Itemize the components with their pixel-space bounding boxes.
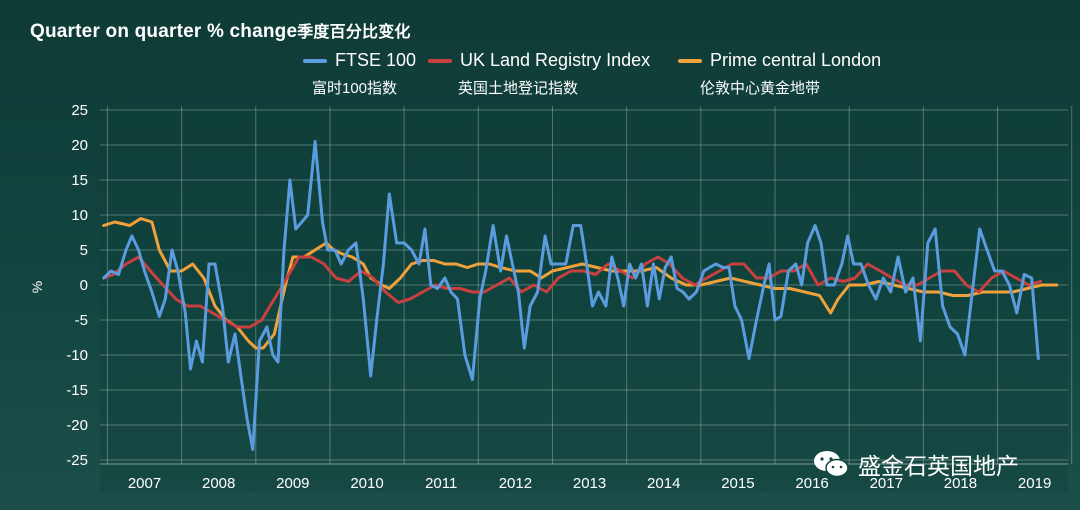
y-axis-label: % xyxy=(29,281,45,293)
y-tick-label: -5 xyxy=(75,312,88,329)
chart-title-en: Quarter on quarter % change xyxy=(30,21,298,42)
y-tick-label: 20 xyxy=(71,137,88,154)
plot-area xyxy=(100,106,1068,492)
series-line-prime-central-london xyxy=(102,217,1059,350)
y-tick-label: 15 xyxy=(71,172,88,189)
series-lines xyxy=(102,140,1059,451)
x-tick-label: 2019 xyxy=(1018,475,1051,492)
legend-item-prime-london: Prime central London xyxy=(678,50,881,71)
y-tick-label: 10 xyxy=(71,207,88,224)
x-tick-label: 2009 xyxy=(276,475,309,492)
x-tick-label: 2011 xyxy=(425,475,457,492)
legend-item-land-registry: UK Land Registry Index xyxy=(428,50,650,71)
x-tick-label: 2010 xyxy=(350,475,383,492)
watermark: 盛金石英国地产 xyxy=(812,447,1019,481)
wechat-icon xyxy=(814,451,849,478)
legend-cn-prime-london: 伦敦中心黄金地带 xyxy=(700,80,821,97)
x-tick-label: 2018 xyxy=(944,475,977,492)
x-tick-label: 2013 xyxy=(573,475,606,492)
y-tick-label: -15 xyxy=(66,382,88,399)
series-line-ftse-100 xyxy=(102,140,1040,451)
legend-cn-land-registry: 英国土地登记指数 xyxy=(458,80,579,97)
x-tick-label: 2017 xyxy=(870,475,903,492)
legend-label-land-registry: UK Land Registry Index xyxy=(460,50,651,70)
legend-label-prime-london: Prime central London xyxy=(710,50,882,70)
chart-title-cn: 季度百分比变化 xyxy=(297,24,411,41)
y-tick-label: -25 xyxy=(66,452,88,469)
legend-label-ftse: FTSE 100 xyxy=(335,50,417,70)
x-tick-label: 2008 xyxy=(202,475,235,492)
y-tick-label: 25 xyxy=(71,102,88,119)
y-tick-label: -20 xyxy=(66,417,88,434)
x-tick-labels: 2007 2008 2009 2010 2011 2012 2013 2014 2015 2016… xyxy=(128,475,1051,492)
legend-swatch-land-registry xyxy=(428,58,452,63)
y-tick-labels: 25 20 15 10 5 0 -5 -10 -15 -20 -25 xyxy=(66,102,88,469)
chart-title: Quarter on quarter % change季度百分比变化 xyxy=(30,18,411,43)
x-tick-label: 2007 xyxy=(128,475,161,492)
x-tick-label: 2015 xyxy=(721,475,754,492)
series-line-uk-land-registry-index xyxy=(102,255,1043,329)
x-tick-label: 2014 xyxy=(647,475,680,492)
legend-swatch-prime-london xyxy=(678,58,702,63)
y-tick-label: 5 xyxy=(80,242,88,259)
x-tick-label: 2012 xyxy=(499,475,532,492)
watermark-text: 盛金石英国地产 xyxy=(858,453,1019,479)
x-tick-label: 2016 xyxy=(795,475,828,492)
legend-swatch-ftse xyxy=(303,58,327,63)
legend-cn-ftse: 富时100指数 xyxy=(312,80,398,97)
y-tick-label: 0 xyxy=(80,277,88,294)
legend-item-ftse: FTSE 100 xyxy=(303,50,416,71)
y-tick-label: -10 xyxy=(66,347,88,364)
